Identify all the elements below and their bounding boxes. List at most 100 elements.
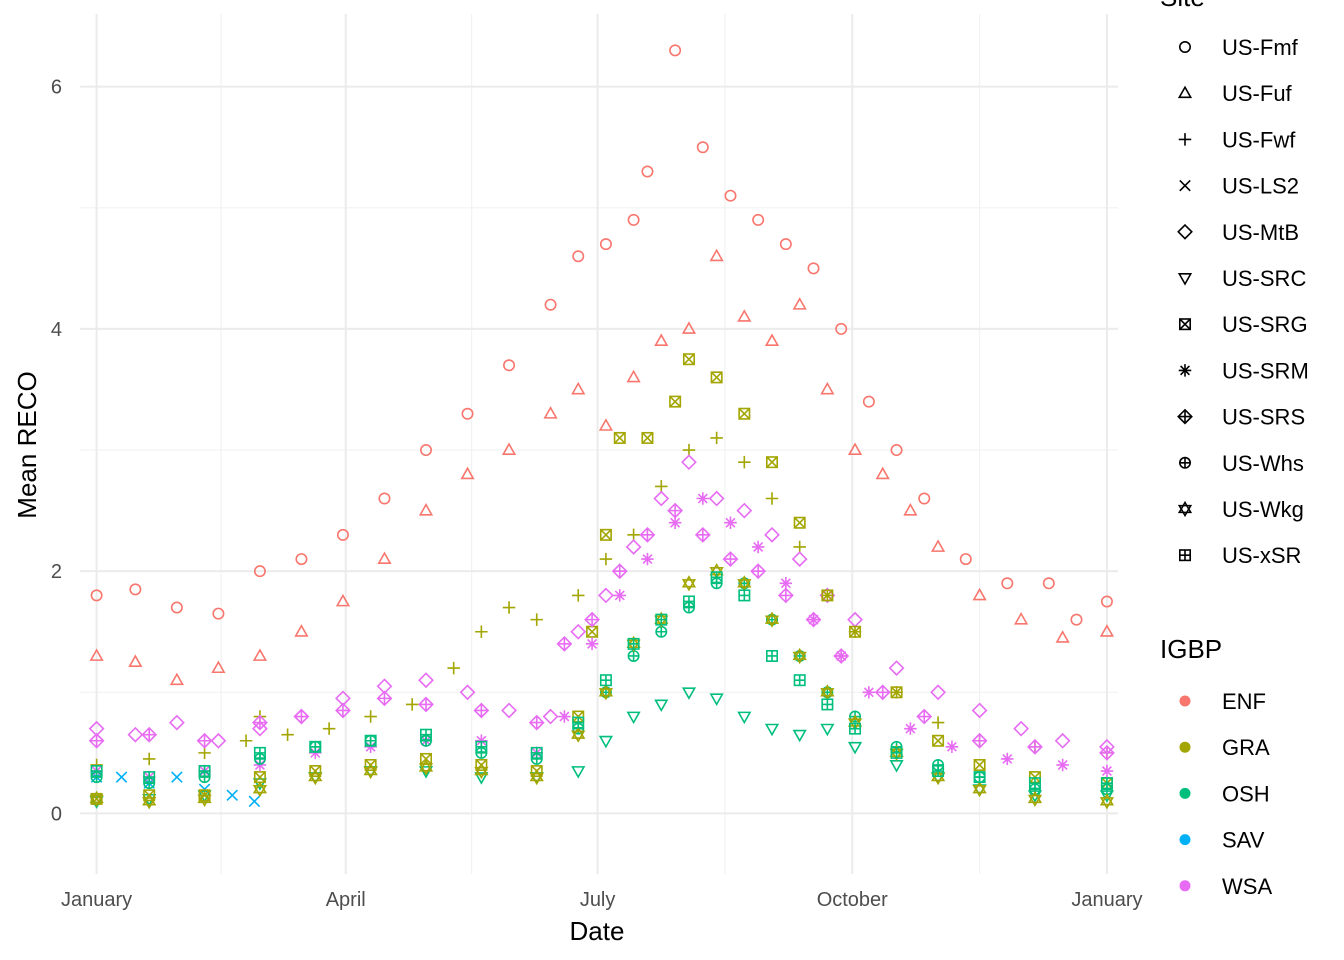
- data-point: [694, 526, 711, 543]
- data-point: [598, 418, 614, 431]
- x-tick-label: January: [1071, 889, 1142, 911]
- data-point: [293, 708, 310, 725]
- data-point: [364, 740, 377, 754]
- data-point: [932, 765, 945, 778]
- data-point: [1027, 738, 1043, 755]
- legend-igbp: IGBP ENF GRA OSH SAV WSA: [1160, 634, 1272, 899]
- data-point: [737, 575, 752, 592]
- data-point: [419, 728, 432, 741]
- legend-key-star-of-david-icon: [1177, 500, 1193, 518]
- data-point: [1056, 758, 1069, 772]
- legend-site-item: US-Fwf: [1178, 127, 1296, 152]
- legend-igbp-items: ENF GRA OSH SAV WSA: [1179, 689, 1272, 899]
- data-point: [821, 698, 834, 711]
- data-point: [626, 369, 641, 383]
- data-point: [764, 611, 780, 628]
- data-point: [738, 455, 751, 469]
- data-point: [792, 647, 807, 665]
- legend-igbp-label: OSH: [1222, 781, 1270, 806]
- data-point: [971, 702, 988, 719]
- data-point: [89, 790, 104, 807]
- data-point: [528, 714, 545, 731]
- legend-igbp-title: IGBP: [1160, 634, 1222, 664]
- data-point: [764, 333, 780, 347]
- legend-igbp-label: GRA: [1222, 735, 1270, 760]
- data-point: [418, 766, 434, 779]
- data-point: [738, 589, 751, 602]
- data-point: [570, 623, 587, 640]
- data-point: [722, 551, 739, 567]
- data-point: [696, 141, 709, 154]
- data-point: [377, 551, 392, 565]
- legend-key-diamond-plus-icon: [1177, 408, 1193, 425]
- legend-key-circle-icon: [1179, 40, 1192, 53]
- legend-site-item: US-xSR: [1179, 543, 1301, 568]
- data-point: [669, 44, 682, 57]
- data-point: [474, 762, 489, 780]
- data-point: [765, 492, 779, 505]
- data-point: [627, 213, 640, 226]
- data-point: [668, 516, 682, 529]
- data-point: [295, 553, 308, 566]
- legend-site-item: US-Wkg: [1177, 497, 1304, 522]
- data-point: [418, 759, 434, 776]
- data-point: [129, 583, 142, 596]
- legend-igbp-item: GRA: [1179, 735, 1270, 760]
- data-point: [681, 575, 697, 592]
- data-point: [461, 407, 474, 420]
- data-point: [875, 466, 890, 480]
- legend-site-item: US-MtB: [1177, 220, 1299, 245]
- data-point: [1028, 777, 1041, 790]
- series-us-whs: [90, 577, 1113, 796]
- data-point: [503, 359, 516, 372]
- data-point: [736, 502, 753, 519]
- data-point: [419, 444, 432, 457]
- data-point: [459, 684, 476, 701]
- data-point: [971, 732, 988, 749]
- data-point: [142, 752, 156, 766]
- legend-key-asterisk-icon: [1178, 364, 1192, 377]
- data-point: [475, 740, 488, 753]
- data-point: [1001, 577, 1014, 590]
- data-point: [474, 772, 489, 785]
- data-point: [475, 734, 488, 748]
- legend-key-diamond-icon: [1177, 223, 1193, 240]
- data-point: [764, 723, 780, 737]
- data-point: [542, 708, 559, 725]
- data-point: [613, 431, 626, 444]
- data-point: [475, 625, 488, 638]
- data-point: [90, 765, 103, 778]
- legend-color-dot-icon: [1179, 787, 1191, 799]
- data-point: [627, 649, 640, 662]
- data-point: [682, 595, 695, 608]
- data-point: [598, 684, 614, 701]
- data-point: [196, 732, 213, 749]
- data-point: [724, 189, 737, 202]
- data-point: [793, 674, 806, 687]
- data-point: [792, 729, 807, 743]
- data-point: [169, 672, 184, 686]
- data-point: [655, 613, 668, 626]
- data-point: [613, 589, 626, 602]
- data-point: [253, 758, 267, 772]
- legend-site-label: US-SRM: [1222, 358, 1309, 383]
- data-point: [791, 551, 808, 567]
- legend-color-dot-icon: [1179, 834, 1191, 846]
- data-point: [611, 563, 628, 580]
- data-point: [641, 431, 654, 444]
- data-point: [696, 492, 710, 505]
- data-point: [198, 765, 211, 778]
- data-point: [1001, 752, 1014, 766]
- legend-igbp-label: ENF: [1222, 689, 1266, 714]
- legend-color-dot-icon: [1179, 880, 1191, 892]
- data-point: [710, 571, 723, 584]
- data-point: [973, 771, 986, 784]
- legend-key-square-cross-icon: [1179, 318, 1192, 331]
- data-point: [764, 526, 780, 543]
- data-point: [584, 611, 600, 628]
- data-point: [682, 353, 695, 366]
- legend-site-label: US-Whs: [1222, 451, 1304, 476]
- data-point: [309, 746, 322, 760]
- data-point: [849, 722, 862, 735]
- data-point: [793, 516, 806, 529]
